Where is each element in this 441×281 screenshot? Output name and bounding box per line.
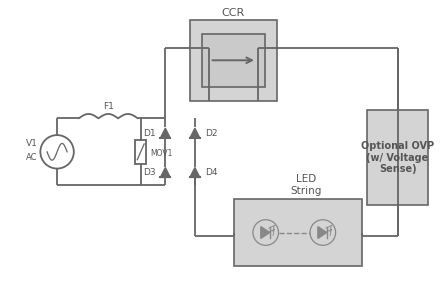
Bar [234,199,362,266]
Text: D1: D1 [143,129,156,138]
Text: D2: D2 [205,129,217,138]
Text: D3: D3 [143,168,156,177]
Polygon shape [261,226,269,238]
Polygon shape [190,128,200,138]
Text: CCR: CCR [222,8,245,18]
Bar [202,34,265,87]
Text: D4: D4 [205,168,217,177]
Polygon shape [161,167,170,177]
Polygon shape [161,128,170,138]
Text: Optional OVP
(w/ Voltage
Sense): Optional OVP (w/ Voltage Sense) [361,141,434,174]
Text: F1: F1 [103,102,114,111]
Text: MOV1: MOV1 [150,149,173,158]
Text: AC: AC [26,153,37,162]
Bar [190,20,277,101]
Polygon shape [318,226,327,238]
Bar [135,140,146,164]
Text: LED
String: LED String [290,175,322,196]
Text: V1: V1 [26,139,37,148]
Bar [367,110,428,205]
Polygon shape [190,167,200,177]
